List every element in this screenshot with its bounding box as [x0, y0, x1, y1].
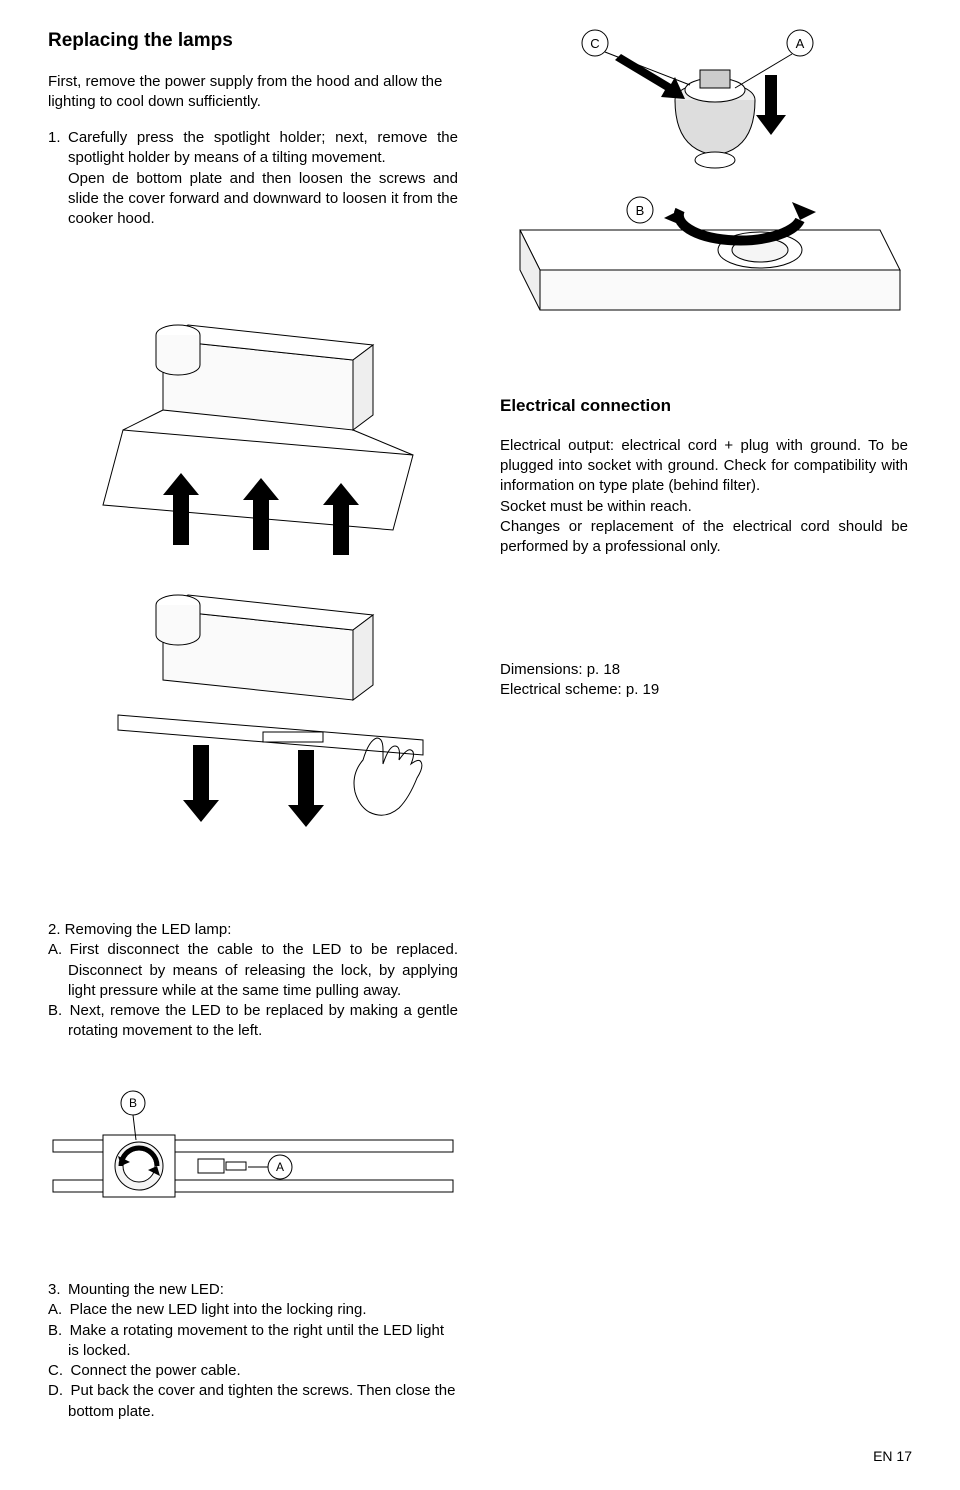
label-b: B [636, 203, 645, 218]
step1-text: 1. Carefully press the spotlight holder;… [48, 128, 458, 169]
step3c-text: C. Connect the power cable. [48, 1361, 458, 1381]
label-b2: B [129, 1096, 137, 1110]
electrical-socket: Socket must be within reach. [500, 497, 908, 517]
step3-heading: 3. Mounting the new LED: [48, 1280, 458, 1300]
figure-hood-arrows-up [48, 310, 458, 560]
figure-lamp-abc: C A B [500, 20, 908, 340]
electrical-changes: Changes or replacement of the electrical… [500, 517, 908, 558]
label-a: A [796, 36, 805, 51]
electrical-title: Electrical connection [500, 395, 908, 418]
page-footer: EN 17 [873, 1447, 912, 1466]
step1b-text: Open de bottom plate and then loosen the… [48, 169, 458, 230]
label-a2: A [276, 1160, 284, 1174]
step2b-text: B. Next, remove the LED to be replaced b… [48, 1001, 458, 1042]
scheme-ref: Electrical scheme: p. 19 [500, 680, 908, 700]
intro-text: First, remove the power supply from the … [48, 72, 458, 113]
figure-hood-hand [48, 580, 458, 840]
figure-rail-ba: B A [48, 1085, 458, 1215]
step3a-text: A. Place the new LED light into the lock… [48, 1300, 458, 1320]
dimensions-ref: Dimensions: p. 18 [500, 660, 908, 680]
step3b-text: B. Make a rotating movement to the right… [48, 1321, 458, 1362]
page-title: Replacing the lamps [48, 28, 458, 54]
step2-heading: 2. Removing the LED lamp: [48, 920, 458, 940]
label-c: C [590, 36, 599, 51]
electrical-body: Electrical output: electrical cord + plu… [500, 436, 908, 497]
step3d-text: D. Put back the cover and tighten the sc… [48, 1381, 458, 1422]
step2a-text: A. First disconnect the cable to the LED… [48, 940, 458, 1001]
